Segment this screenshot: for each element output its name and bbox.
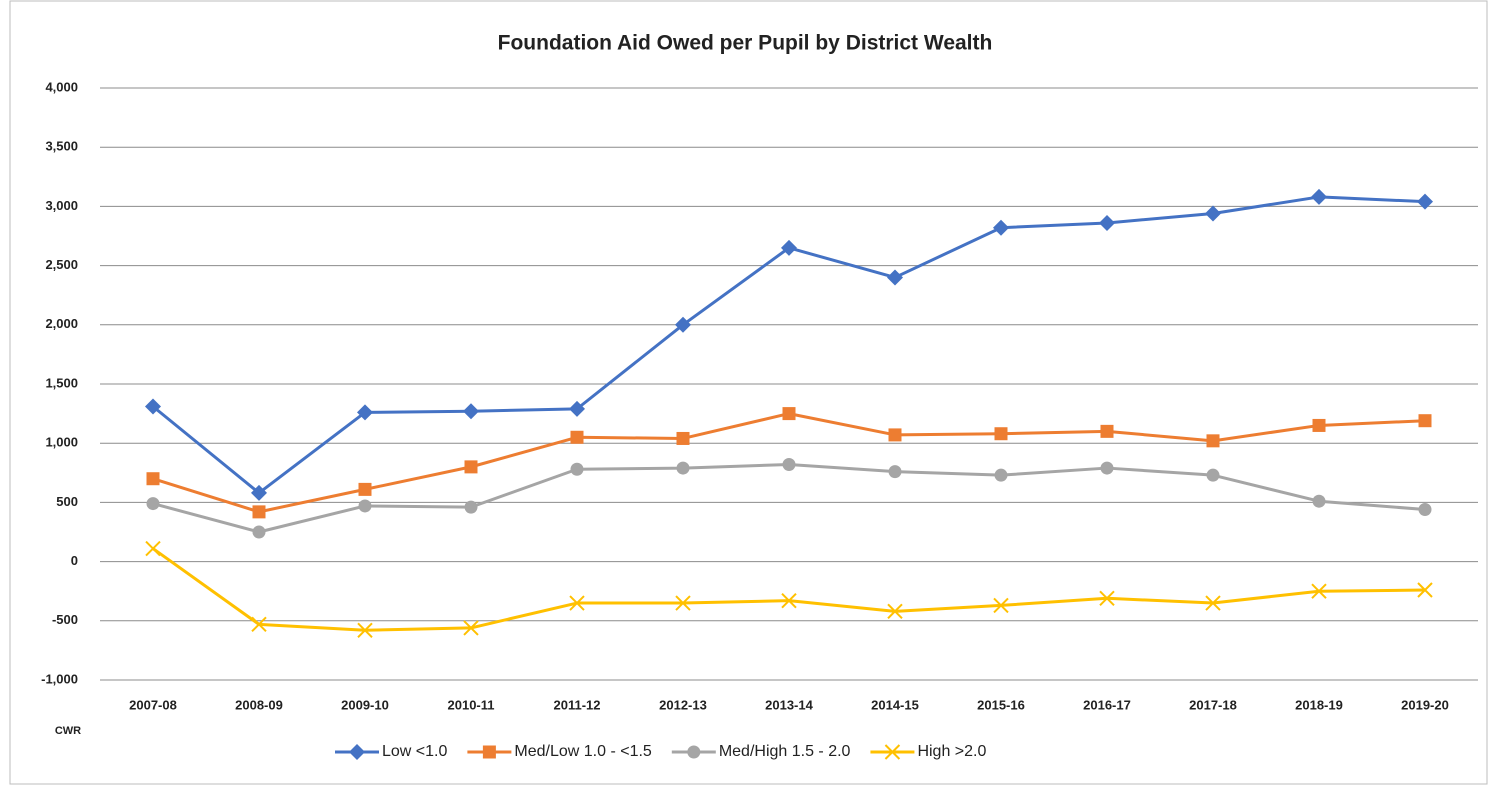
data-point: [463, 620, 479, 636]
legend-marker: [884, 744, 901, 760]
legend-label: High >2.0: [917, 743, 986, 760]
x-tick-label: 2011-12: [554, 697, 601, 712]
y-tick-label: 1,000: [45, 435, 78, 450]
x-tick-label: 2007-08: [129, 697, 177, 712]
data-point: [570, 430, 584, 444]
data-point: [1205, 205, 1221, 222]
data-point: [463, 403, 479, 420]
legend-label: Med/High 1.5 - 2.0: [719, 743, 851, 760]
x-tick-label: 2008-09: [235, 697, 283, 712]
data-point: [1206, 434, 1220, 448]
x-tick-label: 2013-14: [765, 697, 813, 712]
legend-label: Med/Low 1.0 - <1.5: [514, 743, 652, 760]
y-tick-label: 2,000: [45, 316, 78, 331]
data-point: [994, 427, 1008, 441]
data-point: [993, 219, 1009, 236]
data-point: [146, 497, 160, 511]
x-tick-label: 2018-19: [1295, 697, 1343, 712]
data-point: [252, 525, 266, 539]
data-point: [570, 462, 584, 476]
x-axis-label: CWR: [55, 725, 81, 737]
data-point: [357, 622, 373, 638]
data-point: [251, 616, 267, 633]
legend-marker: [482, 745, 496, 759]
x-tick-label: 2019-20: [1401, 697, 1449, 712]
data-point: [675, 595, 691, 611]
y-tick-label: 1,500: [45, 375, 78, 390]
data-point: [1312, 494, 1326, 508]
y-tick-label: 0: [71, 553, 78, 568]
data-point: [781, 592, 797, 609]
data-point: [887, 603, 903, 620]
series-line: [152, 547, 1426, 632]
data-point: [1311, 583, 1327, 599]
data-point: [781, 239, 797, 256]
data-point: [1312, 418, 1326, 432]
data-point: [569, 595, 585, 611]
data-point: [252, 505, 266, 519]
data-point: [887, 269, 903, 286]
x-tick-label: 2014-15: [871, 697, 919, 712]
data-point: [1100, 461, 1114, 475]
chart-title: Foundation Aid Owed per Pupil by Distric…: [498, 32, 993, 55]
x-tick-label: 2010-11: [448, 697, 495, 712]
data-point: [1099, 214, 1115, 231]
data-point: [1206, 468, 1220, 482]
y-tick-label: -1,000: [41, 671, 78, 686]
x-tick-label: 2009-10: [341, 697, 389, 712]
legend-marker: [349, 744, 365, 760]
data-point: [358, 482, 372, 496]
data-point: [357, 404, 373, 421]
data-point: [782, 407, 796, 421]
data-point: [1205, 595, 1221, 611]
data-point: [358, 499, 372, 513]
y-tick-label: 3,500: [45, 139, 78, 154]
data-point: [251, 484, 267, 501]
data-point: [145, 398, 161, 415]
data-point: [994, 468, 1008, 482]
data-point: [1099, 590, 1115, 607]
data-point: [676, 461, 690, 475]
y-tick-label: 3,000: [45, 198, 78, 213]
chart-frame: [9, 0, 1488, 785]
data-point: [675, 316, 691, 333]
x-tick-label: 2015-16: [977, 697, 1025, 712]
legend-label: Low <1.0: [382, 743, 447, 760]
x-tick-label: 2017-18: [1189, 697, 1237, 712]
data-point: [993, 597, 1009, 614]
y-tick-label: 4,000: [45, 79, 78, 94]
data-point: [464, 460, 478, 474]
data-point: [569, 400, 585, 417]
data-point: [1100, 424, 1114, 438]
data-point: [888, 428, 902, 442]
data-point: [782, 458, 796, 472]
data-point: [146, 472, 160, 486]
y-tick-label: 2,500: [45, 257, 78, 272]
data-point: [676, 431, 690, 445]
x-tick-label: 2012-13: [659, 697, 707, 712]
series-line: [152, 463, 1426, 534]
y-tick-label: -500: [52, 612, 78, 627]
data-point: [1417, 582, 1433, 598]
data-point: [1418, 503, 1432, 517]
data-point: [464, 500, 478, 514]
data-point: [888, 465, 902, 479]
y-tick-label: 500: [56, 494, 78, 509]
legend-marker: [687, 745, 701, 759]
data-point: [1417, 193, 1433, 210]
data-point: [1418, 414, 1432, 428]
x-tick-label: 2016-17: [1083, 697, 1131, 712]
data-point: [145, 540, 161, 557]
data-point: [1311, 188, 1327, 205]
